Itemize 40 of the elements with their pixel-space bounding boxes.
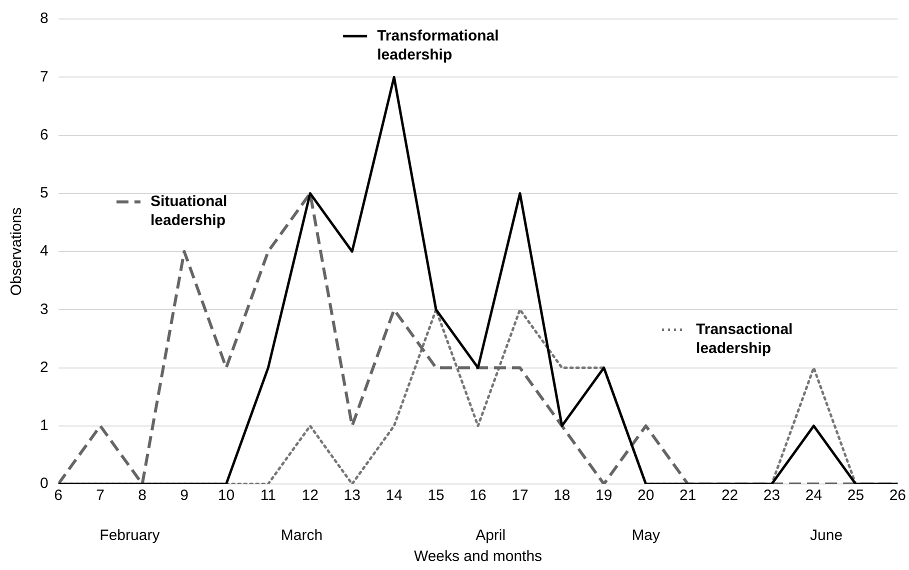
x-tick-label: 19: [596, 487, 612, 504]
x-tick-label: 9: [180, 487, 188, 504]
y-axis-title: Observations: [8, 207, 26, 296]
legend-label: Transactional leadership: [696, 320, 793, 357]
x-axis-title: Weeks and months: [414, 548, 542, 566]
x-tick-label: 8: [138, 487, 146, 504]
x-tick-label: 26: [889, 487, 906, 504]
y-tick-label: 7: [40, 68, 48, 86]
x-tick-label: 14: [386, 487, 402, 504]
x-tick-label: 7: [96, 487, 104, 504]
x-tick-label: 20: [638, 487, 654, 504]
x-tick-label: 12: [302, 487, 318, 504]
x-tick-label: 24: [805, 487, 822, 504]
text: February: [100, 527, 160, 544]
x-tick-label: 22: [721, 487, 738, 504]
legend-label: Situational leadership: [150, 192, 228, 229]
x-tick-label: 18: [554, 487, 570, 504]
text: March: [280, 527, 323, 544]
x-tick-label: 16: [470, 487, 486, 504]
y-tick-label: 1: [40, 417, 48, 434]
x-tick-label: 13: [344, 487, 360, 504]
text: May: [632, 527, 661, 544]
y-tick-label: 8: [40, 10, 48, 28]
y-tick-label: 6: [40, 126, 48, 144]
y-tick-label: 5: [40, 184, 48, 202]
y-tick-label: 0: [40, 475, 48, 492]
x-tick-label: 11: [260, 487, 276, 504]
x-tick-label: 15: [428, 487, 444, 504]
y-tick-label: 3: [40, 300, 48, 318]
y-tick-label: 2: [40, 358, 48, 376]
x-tick-label: 21: [679, 487, 696, 504]
x-tick-label: 6: [54, 487, 63, 504]
text: April: [476, 527, 506, 544]
x-tick-label: 10: [218, 487, 235, 504]
legend-label: Transformational leadership: [377, 27, 499, 64]
x-tick-label: 25: [847, 487, 864, 504]
y-tick-label: 4: [40, 242, 48, 260]
x-tick-label: 23: [763, 487, 780, 504]
text: June: [810, 527, 843, 544]
x-tick-label: 17: [512, 487, 528, 504]
